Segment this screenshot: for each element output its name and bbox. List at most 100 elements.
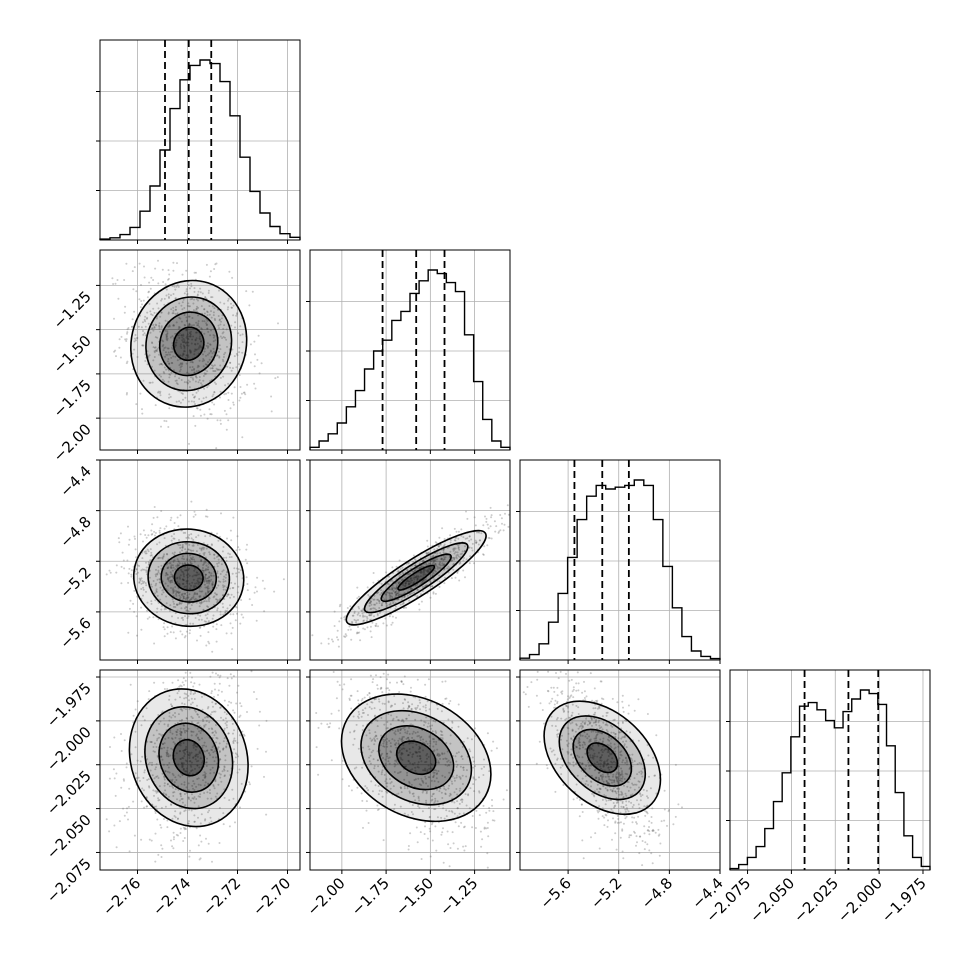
scatter-point (136, 336, 139, 339)
scatter-point (208, 275, 211, 278)
scatter-point (400, 680, 403, 683)
scatter-point (234, 326, 236, 329)
scatter-point (172, 355, 175, 358)
scatter-point (195, 407, 198, 410)
scatter-point (366, 626, 369, 629)
scatter-point (163, 347, 166, 350)
scatter-point (369, 625, 372, 628)
scatter-point (183, 381, 186, 384)
x-tick-label: −2.76 (99, 874, 144, 919)
scatter-point (182, 353, 185, 356)
scatter-point (657, 834, 660, 837)
scatter-point (200, 400, 203, 403)
scatter-point (172, 261, 175, 264)
scatter-point (111, 277, 114, 280)
scatter-point (188, 442, 190, 445)
scatter-point (250, 670, 253, 673)
scatter-point (499, 529, 502, 532)
scatter-point (217, 324, 220, 327)
scatter-point (152, 324, 155, 326)
scatter-point (162, 349, 165, 352)
scatter-point (473, 516, 476, 519)
scatter-point (196, 324, 199, 327)
scatter-point (155, 349, 157, 352)
scatter-point (239, 396, 242, 399)
scatter-point (485, 517, 488, 520)
scatter-point (108, 777, 111, 780)
scatter-point (197, 389, 200, 392)
scatter-point (204, 296, 207, 299)
scatter-point (191, 324, 193, 327)
scatter-point (215, 640, 218, 643)
scatter-point (326, 723, 329, 726)
scatter-point (148, 290, 150, 293)
scatter-point (240, 599, 243, 601)
scatter-point (176, 359, 179, 362)
scatter-point (172, 369, 175, 372)
scatter-point (193, 396, 196, 399)
scatter-point (148, 838, 151, 841)
scatter-point (427, 678, 430, 681)
scatter-point (126, 392, 128, 394)
scatter-point (180, 304, 183, 307)
scatter-point (177, 679, 180, 682)
scatter-point (217, 674, 219, 677)
scatter-point (194, 338, 197, 341)
scatter-point (371, 681, 374, 684)
scatter-point (246, 589, 249, 592)
scatter-point (195, 298, 198, 301)
scatter-point (237, 332, 240, 335)
scatter-point (460, 528, 463, 531)
scatter-point (193, 510, 196, 513)
scatter-point (240, 705, 243, 708)
scatter-point (174, 305, 177, 308)
scatter-point (488, 807, 491, 809)
scatter-point (202, 375, 205, 377)
scatter-point (426, 539, 429, 542)
scatter-point (216, 419, 219, 422)
scatter-point (607, 819, 609, 822)
scatter-point (627, 704, 630, 707)
scatter-point (258, 724, 261, 727)
scatter-point (198, 379, 201, 382)
scatter-point (622, 706, 624, 709)
scatter-point (382, 622, 385, 625)
y-tick-label: −4.4 (56, 462, 94, 500)
y-tick-label: −2.075 (43, 855, 95, 907)
scatter-point (376, 684, 379, 687)
scatter-point (253, 365, 256, 368)
scatter-point (185, 362, 188, 365)
scatter-point (215, 628, 218, 631)
scatter-point (451, 831, 454, 834)
scatter-point (226, 677, 229, 680)
scatter-point (207, 631, 210, 634)
scatter-point (185, 630, 188, 633)
scatter-point (136, 700, 139, 703)
scatter-point (222, 360, 225, 363)
scatter-point (407, 845, 410, 847)
scatter-point (153, 325, 156, 328)
scatter-point (443, 538, 446, 540)
scatter-point (382, 672, 385, 675)
scatter-point (207, 292, 210, 294)
scatter-point (202, 353, 204, 356)
scatter-point (426, 545, 429, 548)
scatter-point (197, 314, 199, 317)
scatter-point (229, 361, 232, 364)
scatter-point (175, 297, 177, 300)
scatter-point (115, 846, 118, 849)
scatter-point (116, 279, 119, 281)
scatter-point (186, 371, 189, 374)
scatter-point (166, 339, 169, 342)
scatter-point (331, 638, 333, 641)
scatter-point (254, 387, 257, 390)
scatter-point (139, 306, 142, 309)
scatter-point (119, 356, 122, 359)
x-tick-label: −1.75 (348, 874, 393, 919)
scatter-point (188, 350, 191, 353)
scatter-point (191, 377, 194, 380)
scatter-point (211, 650, 214, 653)
scatter-point (311, 634, 314, 637)
scatter-point (154, 336, 157, 339)
scatter-point (168, 325, 171, 328)
